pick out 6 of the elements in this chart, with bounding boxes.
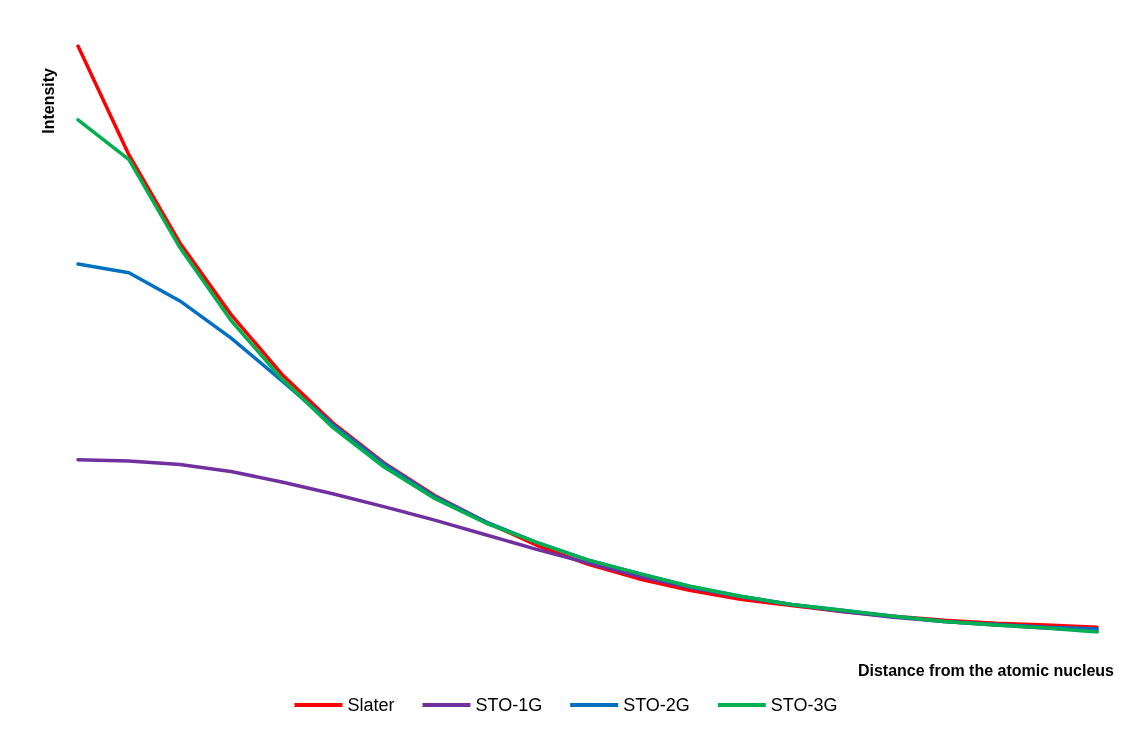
legend-label: STO-2G	[623, 695, 690, 715]
legend-label: STO-1G	[475, 695, 543, 715]
legend-label: STO-3G	[770, 695, 838, 715]
x-axis-title: Distance from the atomic nucleus	[857, 661, 1115, 679]
legend-label: Slater	[347, 695, 395, 715]
y-axis-title: Intensity	[39, 67, 57, 134]
